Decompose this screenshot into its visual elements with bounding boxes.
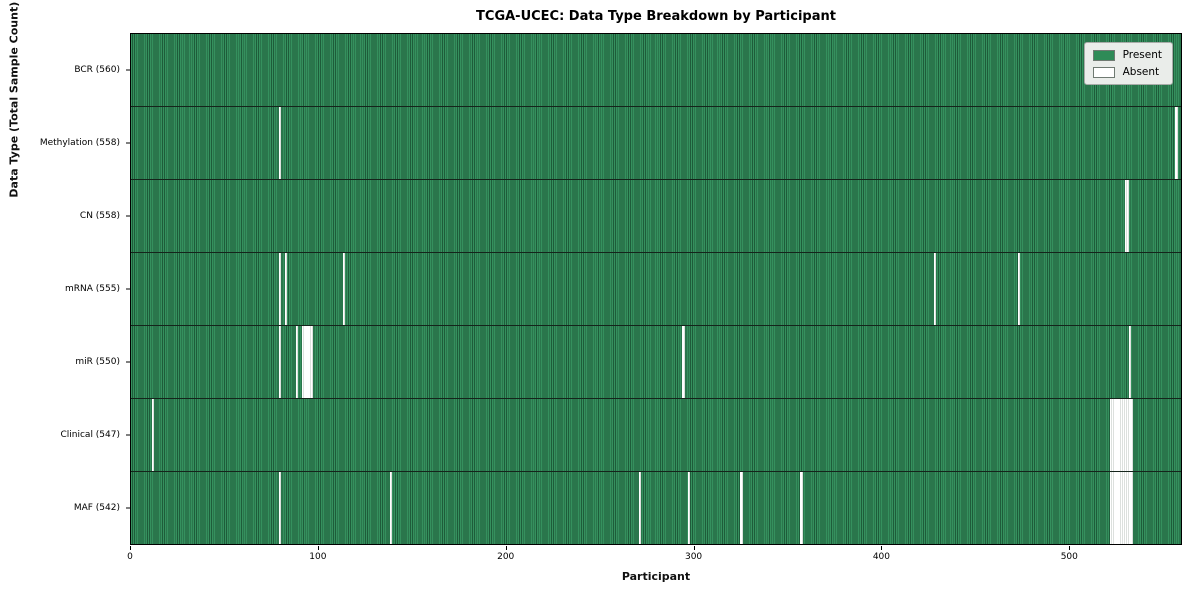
y-tick [126,361,130,363]
absent-stripe [1126,180,1129,252]
heatmap-row-bcr [131,34,1181,107]
y-tick-label: Clinical (547) [60,430,120,441]
x-tick-label: 400 [872,552,891,562]
absent-stripe [1109,472,1113,544]
absent-stripe [1113,472,1116,544]
legend-item-present: Present [1092,49,1162,61]
absent-stripe [303,326,306,398]
absent-stripe [1130,399,1133,471]
legend-item-absent: Absent [1092,66,1162,78]
absent-stripe [1109,399,1113,471]
x-tick [130,546,131,550]
absent-stripe [1130,472,1133,544]
x-tick-label: 0 [127,552,133,562]
heatmap-rows [131,34,1181,544]
absent-stripe [687,472,691,544]
absent-stripe [309,326,312,398]
legend-absent-swatch-icon [1092,66,1115,78]
legend-present-swatch-icon [1092,49,1115,61]
absent-stripe [1124,180,1128,252]
absent-stripe [1115,472,1118,544]
absent-stripe [1121,399,1124,471]
absent-stripe [1117,399,1120,471]
x-tick-label: 500 [1060,552,1078,562]
x-tick [693,546,695,550]
x-tick-label: 300 [684,552,703,562]
absent-stripe [1119,472,1122,544]
legend-present-label: Present [1122,49,1162,61]
y-tick-label: miR (550) [75,357,120,368]
y-tick-label: BCR (560) [74,64,120,75]
y-tick [126,288,130,290]
absent-stripe [1126,399,1129,471]
absent-stripe [1111,472,1114,544]
y-tick [126,142,130,144]
y-tick-label: mRNA (555) [65,284,120,294]
absent-stripe [311,326,314,398]
absent-stripe [1113,399,1116,471]
absent-stripe [151,399,154,471]
absent-stripe [1122,472,1126,544]
y-axis: BCR (560) Methylation (558) CN (558) mRNA (… [0,33,130,545]
absent-stripe [1124,399,1128,471]
absent-stripe [342,253,346,325]
y-tick-label: CN (558) [79,210,120,221]
absent-stripe [307,326,310,398]
legend-absent-label: Absent [1122,66,1160,78]
absent-stripe [1117,472,1120,544]
absent-stripe [1122,399,1126,471]
absent-stripe [1128,326,1131,398]
y-tick [126,69,130,71]
absent-stripe [296,326,299,398]
absent-stripe [682,326,685,398]
heatmap-row-mrna [131,253,1181,326]
absent-stripe [1126,472,1129,544]
x-tick [505,546,507,550]
absent-stripe [933,253,936,325]
absent-stripe [1111,399,1114,471]
chart-title: TCGA-UCEC: Data Type Breakdown by Partic… [476,9,836,24]
absent-stripe [1119,399,1122,471]
heatmap-row-maf [131,472,1181,544]
absent-stripe [1128,399,1131,471]
absent-stripe [279,326,282,398]
y-tick-label: Methylation (558) [39,137,120,148]
x-axis-label: Participant [621,570,691,583]
heatmap-row-clinical [131,399,1181,472]
y-tick [126,434,130,436]
heatmap-row-cn [131,180,1181,253]
absent-stripe [284,253,288,325]
x-tick [881,546,883,550]
absent-stripe [1017,253,1021,325]
x-tick-label: 100 [309,552,327,562]
absent-stripe [1175,107,1178,179]
x-axis: 0 100 200 300 400 500 [127,545,1182,585]
absent-stripe [279,107,282,179]
x-tick [1069,546,1071,550]
absent-stripe [1124,472,1128,544]
absent-stripe [279,253,282,325]
absent-stripe [740,472,743,544]
absent-stripe [639,472,642,544]
x-tick-label: 200 [497,552,515,562]
absent-stripe [1128,472,1131,544]
heatmap-row-mir [131,326,1181,399]
absent-stripe [800,472,803,544]
x-tick [317,546,319,550]
legend: Present Absent [1083,42,1173,85]
y-tick [126,507,130,509]
y-tick-label: MAF (542) [73,503,120,514]
heatmap-row-methylation [131,107,1181,180]
absent-stripe [389,472,393,544]
absent-stripe [301,326,304,398]
absent-stripe [1115,399,1118,471]
absent-stripe [1121,472,1124,544]
plot-area: Present Absent [130,33,1182,545]
absent-stripe [279,472,282,544]
y-tick [126,215,130,217]
absent-stripe [305,326,308,398]
